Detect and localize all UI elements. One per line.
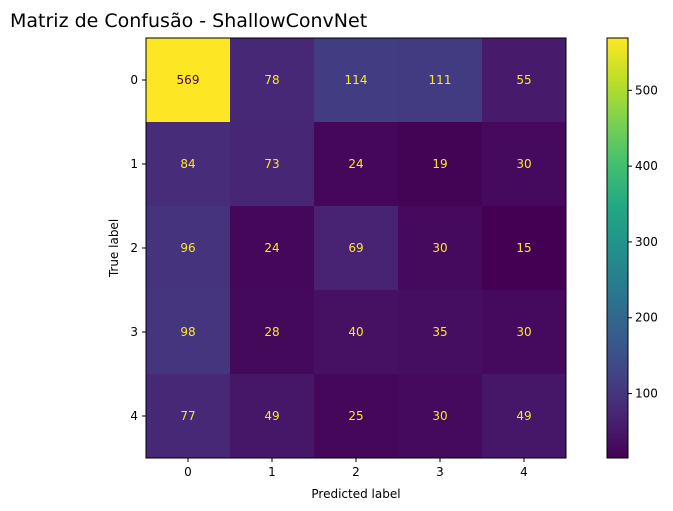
x-tick-label: 3 — [436, 465, 444, 479]
x-tick-label: 0 — [184, 465, 192, 479]
cell-value-label: 30 — [516, 325, 531, 339]
cell-value-label: 30 — [432, 241, 447, 255]
heatmap-cell — [482, 122, 567, 207]
heatmap-cell — [314, 122, 399, 207]
y-axis-label: True label — [107, 219, 121, 278]
y-tick-label: 0 — [130, 73, 138, 87]
heatmap-cell — [482, 374, 567, 459]
heatmap-cell — [398, 122, 483, 207]
cell-value-label: 35 — [432, 325, 447, 339]
heatmap-cell — [314, 290, 399, 375]
cell-value-label: 24 — [348, 157, 363, 171]
y-tick-label: 4 — [130, 409, 138, 423]
cell-value-label: 98 — [180, 325, 195, 339]
cell-value-label: 28 — [264, 325, 279, 339]
cell-value-label: 569 — [177, 73, 200, 87]
heatmap-cell — [398, 38, 483, 123]
cell-value-label: 30 — [516, 157, 531, 171]
x-tick-label: 1 — [268, 465, 276, 479]
cell-value-label: 69 — [348, 241, 363, 255]
cell-value-label: 15 — [516, 241, 531, 255]
x-tick-label: 4 — [520, 465, 528, 479]
colorbar-tick-label: 400 — [635, 159, 658, 173]
colorbar-ticks: 100 200 300 400 500 — [628, 83, 658, 401]
cell-value-label: 40 — [348, 325, 363, 339]
x-axis-ticks: 0 1 2 3 4 — [184, 458, 528, 479]
cell-annotations: 569 78 114 111 55 84 73 24 19 30 96 24 69 30 15 98 28 40 3… — [177, 73, 532, 423]
chart-title: Matriz de Confusão - ShallowConvNet — [10, 10, 367, 32]
cell-value-label: 49 — [264, 409, 279, 423]
heatmap-cell — [482, 290, 567, 375]
cell-value-label: 55 — [516, 73, 531, 87]
heatmap-cell — [146, 38, 231, 123]
cell-value-label: 114 — [345, 73, 368, 87]
heatmap-cell — [314, 374, 399, 459]
colorbar-tick-label: 300 — [635, 235, 658, 249]
colorbar — [606, 37, 629, 459]
cell-value-label: 96 — [180, 241, 195, 255]
y-tick-label: 1 — [130, 157, 138, 171]
heatmap-cell — [482, 206, 567, 291]
heatmap-cell — [230, 290, 315, 375]
y-tick-label: 2 — [130, 241, 138, 255]
heatmap-cell — [398, 206, 483, 291]
x-axis-label: Predicted label — [311, 487, 400, 501]
colorbar-tick-label: 100 — [635, 387, 658, 401]
cell-value-label: 77 — [180, 409, 195, 423]
heatmap-cells — [146, 38, 567, 459]
heatmap-cell — [398, 290, 483, 375]
heatmap-cell — [314, 38, 399, 123]
heatmap-cell — [230, 38, 315, 123]
cell-value-label: 19 — [432, 157, 447, 171]
heatmap-cell — [230, 374, 315, 459]
heatmap-cell — [146, 122, 231, 207]
heatmap-cell — [230, 122, 315, 207]
cell-value-label: 49 — [516, 409, 531, 423]
cell-value-label: 73 — [264, 157, 279, 171]
x-tick-label: 2 — [352, 465, 360, 479]
heatmap-cell — [230, 206, 315, 291]
cell-value-label: 78 — [264, 73, 279, 87]
heatmap-cell — [146, 374, 231, 459]
heatmap-cell — [314, 206, 399, 291]
cell-value-label: 24 — [264, 241, 279, 255]
y-axis-ticks: 0 1 2 3 4 — [130, 73, 146, 423]
heatmap-cell — [398, 374, 483, 459]
cell-value-label: 84 — [180, 157, 195, 171]
cell-value-label: 25 — [348, 409, 363, 423]
cell-value-label: 30 — [432, 409, 447, 423]
y-tick-label: 3 — [130, 325, 138, 339]
heatmap-cell — [146, 290, 231, 375]
heatmap-cell — [482, 38, 567, 123]
colorbar-tick-label: 500 — [635, 83, 658, 97]
heatmap-cell — [146, 206, 231, 291]
cell-value-label: 111 — [429, 73, 452, 87]
colorbar-tick-label: 200 — [635, 311, 658, 325]
